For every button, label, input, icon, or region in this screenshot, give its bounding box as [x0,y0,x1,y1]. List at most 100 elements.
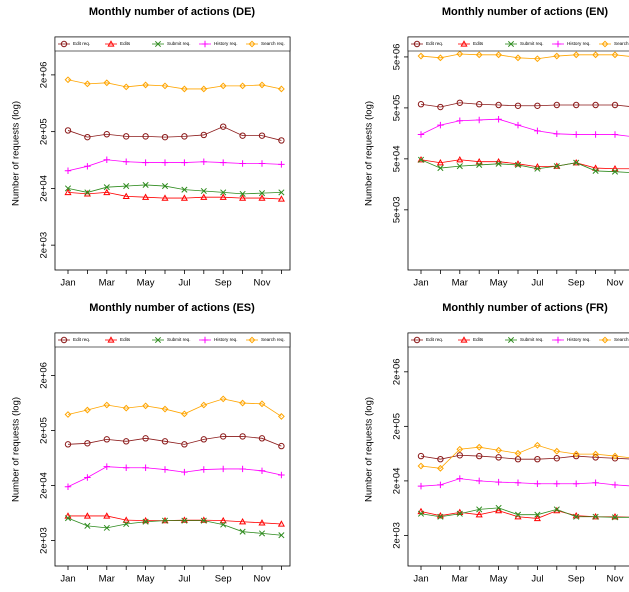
point [123,182,130,190]
point [514,102,522,109]
legend-label: History req. [567,41,591,46]
point [84,474,91,481]
y-tick-label: 2e+05 [392,413,403,440]
point [436,54,444,62]
legend-label: Search req. [261,41,285,46]
point [534,455,541,463]
y-axis-label: Number of requests (log) [11,397,22,502]
point [122,83,130,91]
point [611,101,619,109]
point [103,463,111,470]
point [220,189,227,196]
point [258,81,266,89]
point [103,436,111,443]
point [180,85,188,93]
legend-marker [507,336,515,344]
legend-marker [154,336,162,344]
point [200,131,208,139]
chart-title: Monthly number of actions (ES) [89,302,255,314]
point [64,441,72,448]
point [592,513,599,520]
point [181,133,188,140]
point [553,163,560,170]
point [278,189,285,196]
x-tick-label: May [490,278,508,289]
point [611,452,619,460]
x-tick-label: Jan [413,278,428,289]
legend-marker [60,336,68,344]
series-line [67,436,282,447]
point [417,156,425,163]
y-tick-label: 5e+06 [392,44,403,71]
series-line [420,102,629,108]
point [258,519,266,526]
series-line [420,444,629,469]
y-tick-label: 2e+05 [39,417,50,444]
point [200,193,208,200]
chart-title: Monthly number of actions (DE) [89,6,256,18]
x-tick-label: Jul [531,278,543,289]
point [495,478,502,486]
point [161,82,169,90]
legend-label: Edit req. [73,41,90,46]
point [417,52,425,60]
x-tick-label: Jan [60,574,75,585]
point [181,517,188,524]
point [84,163,91,170]
x-tick-label: Nov [607,278,624,289]
point [475,477,483,485]
point [475,443,483,451]
point [84,522,91,529]
x-tick-label: Jul [178,574,190,585]
point [573,513,580,520]
legend-marker [460,336,468,343]
legend-marker [460,40,468,47]
point [277,520,285,527]
point [181,468,188,476]
point [475,116,483,124]
point [437,165,444,172]
point [417,452,425,460]
point [533,514,541,522]
y-tick-label: 2e+04 [39,472,50,499]
legend-label: Submit req. [167,337,191,342]
point [417,510,425,517]
point [83,406,91,414]
point [103,184,110,191]
point [277,413,285,420]
legend-box [54,332,291,348]
x-tick-label: Sep [215,278,232,289]
legend-marker [601,336,609,344]
point [258,160,266,167]
point [456,163,463,170]
series-line [67,192,282,200]
point [437,455,444,463]
point [592,167,599,174]
point [181,186,188,193]
point [103,401,111,409]
point [161,438,169,445]
point [475,510,483,518]
point [122,404,130,412]
point [161,182,169,190]
point [161,517,169,524]
point [239,399,247,407]
point [611,514,619,521]
point [278,532,285,539]
y-tick-label: 5e+05 [392,95,403,122]
point [200,466,208,473]
point [278,161,285,168]
point [553,52,561,60]
y-tick-label: 2e+06 [39,62,50,89]
x-tick-label: Jul [531,574,543,585]
point [239,465,246,473]
point [258,400,266,408]
point [181,441,188,448]
x-tick-label: Nov [254,278,271,289]
point [239,160,246,167]
y-tick-label: 2e+06 [392,358,403,385]
point [573,452,580,460]
x-tick-label: Sep [568,278,585,289]
legend-label: Search req. [261,337,285,342]
point [122,192,130,199]
